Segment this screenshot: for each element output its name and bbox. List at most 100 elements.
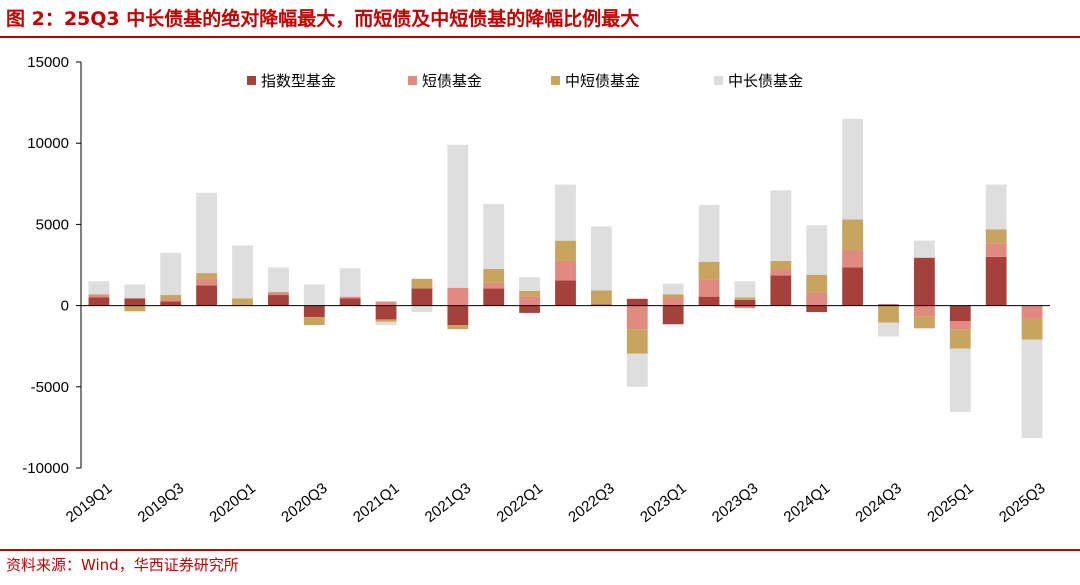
bar-segment (626, 329, 648, 354)
y-tick-label: 15000 (27, 54, 69, 71)
bar-segment (590, 290, 612, 305)
bar-segment (267, 291, 289, 293)
x-tick-label: 2020Q3 (278, 480, 331, 526)
bar-segment (770, 275, 792, 306)
bar-segment (842, 219, 864, 250)
top-divider (0, 36, 1080, 38)
bar-segment (770, 190, 792, 261)
bar-segment (698, 204, 720, 262)
bar-segment (447, 287, 469, 306)
bar-segment (160, 301, 182, 306)
bar-segment (770, 260, 792, 270)
bar-segment (734, 305, 756, 309)
x-tick-label: 2019Q1 (63, 480, 116, 526)
bar-segment (483, 288, 505, 306)
figure-title: 图 2：25Q3 中长债基的绝对降幅最大，而短债及中短债基的降幅比例最大 (6, 8, 640, 30)
bar-segment (124, 305, 146, 312)
bar-segment (806, 305, 828, 313)
bar-segment (878, 304, 899, 306)
y-tick-label: 10000 (27, 135, 69, 152)
bar-segment (734, 281, 756, 298)
bar-segment (662, 294, 684, 298)
bar-segment (662, 297, 684, 306)
bar-segment (590, 304, 612, 306)
bar-segment (985, 243, 1007, 257)
bar-segment (734, 299, 756, 306)
bar-segment (375, 301, 397, 306)
bar-segment (662, 283, 684, 295)
bar-segment (842, 118, 864, 220)
bar-chart: 15000 10000 5000 0 -5000 -10000 2019Q1 2019Q3 20… (22, 54, 1050, 526)
x-tick-label: 2023Q1 (637, 480, 690, 526)
bar-segment (985, 184, 1007, 230)
legend-label: 指数型基金 (261, 72, 336, 90)
bar-segment (411, 305, 433, 313)
bar-segment (770, 269, 792, 276)
bar-segment (339, 268, 361, 297)
bar-segment (196, 273, 218, 279)
bar-segment (339, 296, 361, 299)
bar-segment (626, 305, 648, 330)
x-tick-label: 2019Q3 (135, 480, 188, 526)
bar-segment (447, 325, 469, 330)
bar-segment (949, 348, 971, 412)
bar-segment (734, 297, 756, 300)
y-tick-label: 5000 (36, 216, 69, 233)
bar-segment (303, 316, 325, 326)
bar-segment (626, 353, 648, 387)
bar-segment (196, 278, 218, 286)
bar-segment (1021, 305, 1043, 319)
bar-segment (88, 295, 110, 298)
bar-segment (949, 329, 971, 349)
legend-label: 中长债基金 (728, 72, 803, 90)
legend-swatch (551, 76, 560, 85)
bar-segment (411, 288, 433, 306)
x-tick-label: 2021Q3 (422, 480, 475, 526)
bar-segment (626, 298, 648, 306)
bar-segment (949, 321, 971, 330)
bar-segment (913, 240, 935, 258)
bar-segment (698, 261, 720, 280)
bar-segment (698, 296, 720, 306)
bar-segment (1021, 339, 1043, 438)
bar-segment (842, 249, 864, 268)
bar-segment (519, 296, 541, 306)
bar-segment (160, 295, 182, 300)
bar-segment (483, 204, 505, 270)
bar-segment (232, 298, 253, 306)
bar-segment (878, 305, 899, 323)
bar-segment (375, 319, 397, 322)
y-tick-label: 0 (61, 298, 69, 315)
x-tick-label: 2023Q3 (709, 480, 762, 526)
bar-segment (303, 305, 325, 317)
bar-segment (88, 297, 110, 306)
bar-segment (88, 294, 110, 296)
bar-segment (124, 298, 146, 306)
bar-segment (267, 295, 289, 306)
legend-swatch (408, 76, 417, 85)
bar-segment (519, 305, 541, 313)
x-tick-label: 2022Q1 (494, 480, 547, 526)
bar-segment (375, 321, 397, 326)
bar-segment (806, 225, 828, 275)
bar-segment (88, 281, 110, 295)
legend-swatch (247, 76, 256, 85)
legend-label: 中短债基金 (565, 72, 640, 90)
y-tick-label: -5000 (31, 379, 69, 396)
legend-label: 短债基金 (422, 72, 482, 90)
source-note: 资料来源：Wind，华西证券研究所 (6, 556, 239, 574)
bar-segment (913, 316, 935, 329)
x-tick-label: 2025Q3 (996, 480, 1049, 526)
bar-segment (913, 305, 935, 317)
bar-segment (555, 184, 576, 241)
bar-segment (698, 279, 720, 297)
bar-segment (447, 305, 469, 326)
bar-segment (878, 322, 899, 337)
y-tick-label: -10000 (22, 460, 69, 477)
bar-segment (411, 278, 433, 289)
bar-segment (267, 267, 289, 292)
bar-segment (339, 298, 361, 306)
bar-segment (232, 245, 253, 299)
x-tick-label: 2025Q1 (924, 480, 977, 526)
bar-segment (196, 192, 218, 274)
